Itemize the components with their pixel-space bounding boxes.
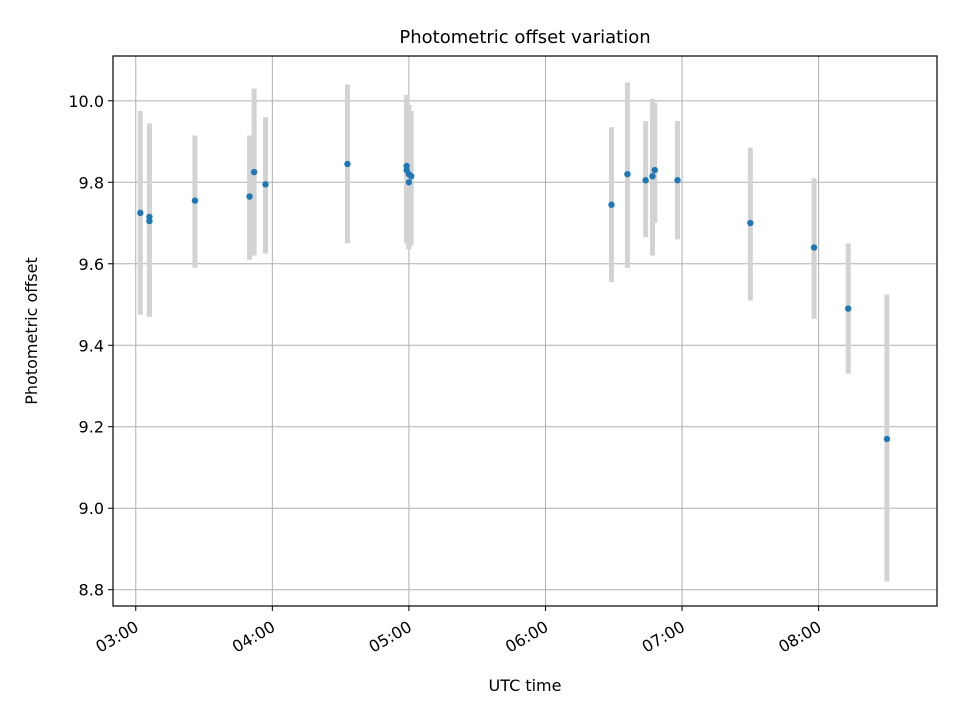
plot-frame [112,55,938,607]
y-tick-label: 10.0 [68,92,104,111]
data-point [250,168,258,176]
data-point [747,219,754,227]
y-tick-label: 9.2 [79,418,104,437]
data-point [262,181,269,188]
data-point [407,172,415,180]
data-point [649,172,656,180]
chart-title: Photometric offset variation [399,27,650,48]
data-point [246,193,253,200]
x-axis-label: UTC time [489,676,562,695]
y-tick-label: 9.6 [79,255,104,274]
y-axis-ticks: 8.8 9.0 9.2 9.4 9.6 9.8 10.0 [68,92,113,600]
y-tick-label: 8.8 [79,581,104,600]
data-point [845,305,852,312]
data-point [624,170,631,178]
y-tick-label: 9.0 [79,499,104,518]
y-tick-label: 9.4 [79,336,104,355]
data-point [344,160,351,168]
data-point [642,177,649,184]
y-tick-label: 9.8 [79,173,104,192]
data-point [810,244,818,251]
y-axis-label: Photometric offset [22,257,41,405]
data-point [651,166,658,174]
data-point [405,179,413,186]
data-point [674,177,681,184]
data-points [137,160,891,443]
data-point [883,435,891,443]
data-point [137,209,144,217]
data-point [146,217,153,225]
data-point [608,201,615,208]
data-point [191,197,199,204]
